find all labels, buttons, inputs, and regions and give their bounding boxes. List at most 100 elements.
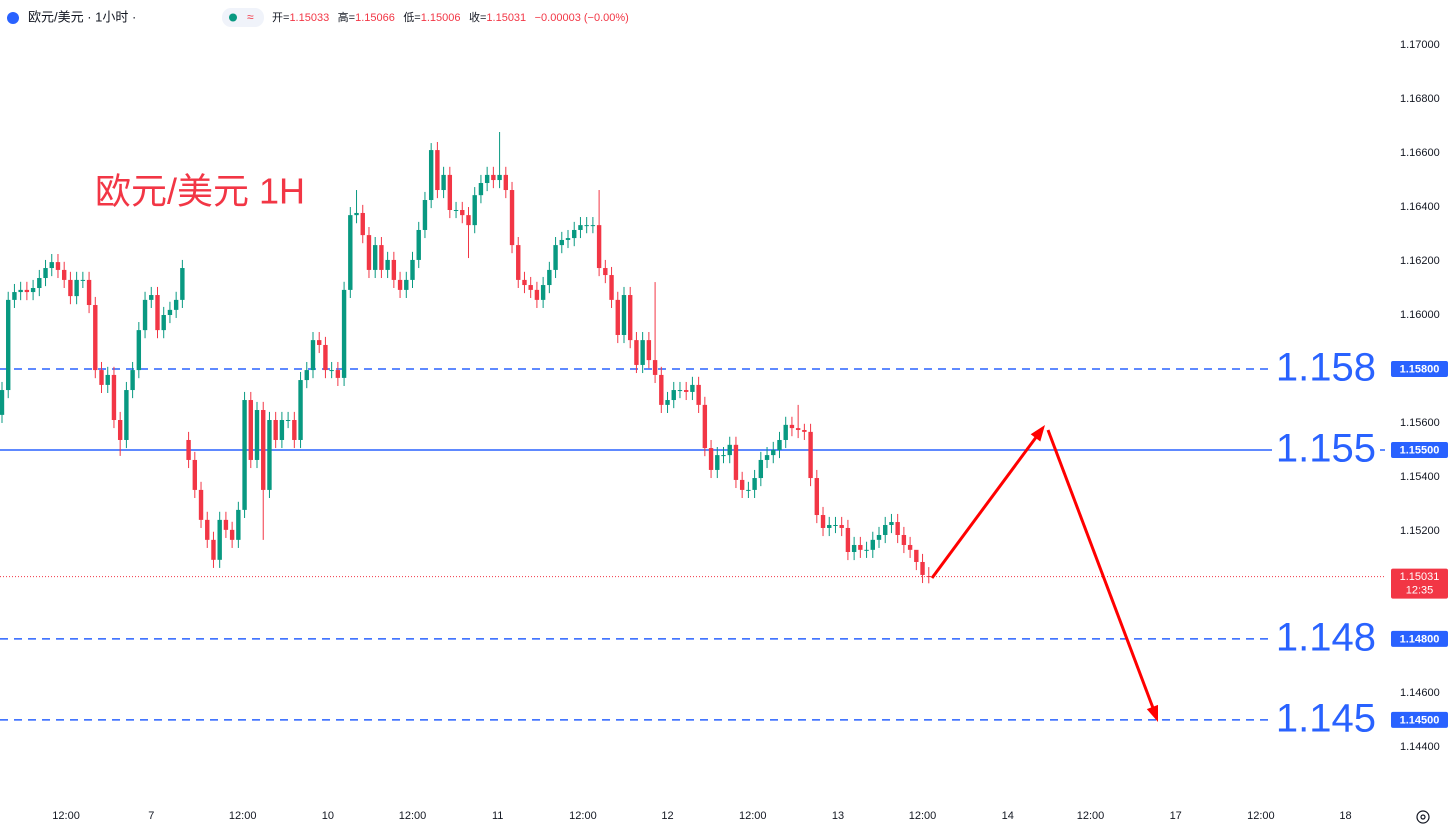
y-tick-label: 1.16000 [1400,309,1440,321]
symbol-icon[interactable] [7,12,19,24]
open-label: 开= [272,12,289,24]
candle-body [814,478,820,516]
candle-body [621,295,627,335]
open-value: 1.15033 [289,12,329,24]
candle-body [348,215,353,290]
candle-body [883,525,888,535]
y-tick-label: 1.16400 [1400,201,1440,213]
candle-body [926,576,931,578]
low-value: 1.15006 [421,12,461,24]
candle-body [484,174,490,184]
status-icon: ≈ [247,10,254,24]
candle-body [86,279,92,306]
candle-body [596,225,602,269]
candle-body [491,174,496,181]
candle-body [746,489,751,491]
candle-body [764,455,770,460]
candle-body [690,384,695,392]
candle-body [739,479,745,490]
projection-arrows [930,425,1158,722]
ohlc-line: 开=1.15033 高=1.15066 低=1.15006 收=1.15031 … [272,9,629,26]
candle-body [820,515,826,528]
candle-body [845,527,851,552]
x-tick-label: 12:00 [1077,810,1105,822]
y-tick-label: 1.17000 [1400,39,1440,51]
candle-body [640,340,645,365]
level-label: 1.148 [1276,615,1376,659]
candle-body [285,420,291,422]
candle-body [578,225,583,230]
arrow-up-head [1030,425,1045,442]
candle-body [802,429,807,432]
x-tick-label: 12:00 [229,810,257,822]
candle-body [12,292,17,300]
candle-body [24,289,30,293]
candle-body [261,410,266,490]
candle-body [341,289,347,378]
level-axis-tag [1391,711,1448,728]
candle-body [615,299,620,335]
candle-body [441,174,446,191]
candle-body [603,268,608,276]
candle-body [628,295,633,341]
candle-body [317,340,322,345]
candle-body [180,268,185,300]
candle-body [149,295,154,300]
candle-body [634,340,639,365]
candle-body [254,410,260,460]
arrow-down-line [1046,429,1155,709]
candle-body [435,150,440,191]
candle-body [422,200,428,230]
candle-body [534,289,540,300]
candle-body [696,384,701,405]
candle-body [124,390,129,440]
candle-body [155,295,160,331]
candle-body [702,404,708,449]
candle-body [366,235,372,270]
candle-body [565,238,571,240]
candle-body [609,275,614,300]
y-tick-label: 1.16800 [1400,93,1440,105]
candle-body [572,229,577,239]
candle-body [117,420,123,440]
level-label-bg [1272,616,1380,661]
x-tick-label: 12:00 [909,810,937,822]
candle-body [540,285,546,300]
candles-layer [0,131,931,584]
candle-body [827,525,832,528]
candle-body [453,210,459,212]
candle-body [771,449,776,456]
candle-body [186,439,191,460]
candle-body [229,529,235,540]
candle-body [460,210,465,216]
symbol-name[interactable]: 欧元/美元 · 1小时 · [28,9,136,24]
candle-body [49,262,54,269]
candle-body [37,278,42,289]
candle-body [161,315,166,331]
level-label-bg [1272,346,1380,391]
candle-body [503,174,509,191]
candle-body [410,259,415,280]
candle-body [789,424,795,429]
y-tick-label: 1.16200 [1400,255,1440,267]
candle-body [173,299,179,310]
candle-body [895,522,900,535]
candle-body [547,269,552,286]
candle-body [292,420,297,440]
candle-body [808,431,813,479]
candle-body [74,279,79,297]
candle-body [310,340,316,371]
high-label: 高= [338,10,355,24]
x-tick-label: 12:00 [569,810,597,822]
level-axis-label: 1.14500 [1400,714,1440,726]
candle-body [205,519,210,540]
settings-icon[interactable] [1416,810,1430,824]
level-axis-tag [1391,441,1448,458]
status-pill[interactable] [222,8,264,27]
candle-body [404,279,409,290]
x-tick-label: 13 [832,810,844,822]
x-tick-label: 10 [322,810,334,822]
candle-body [553,245,558,270]
candle-body [416,229,421,260]
